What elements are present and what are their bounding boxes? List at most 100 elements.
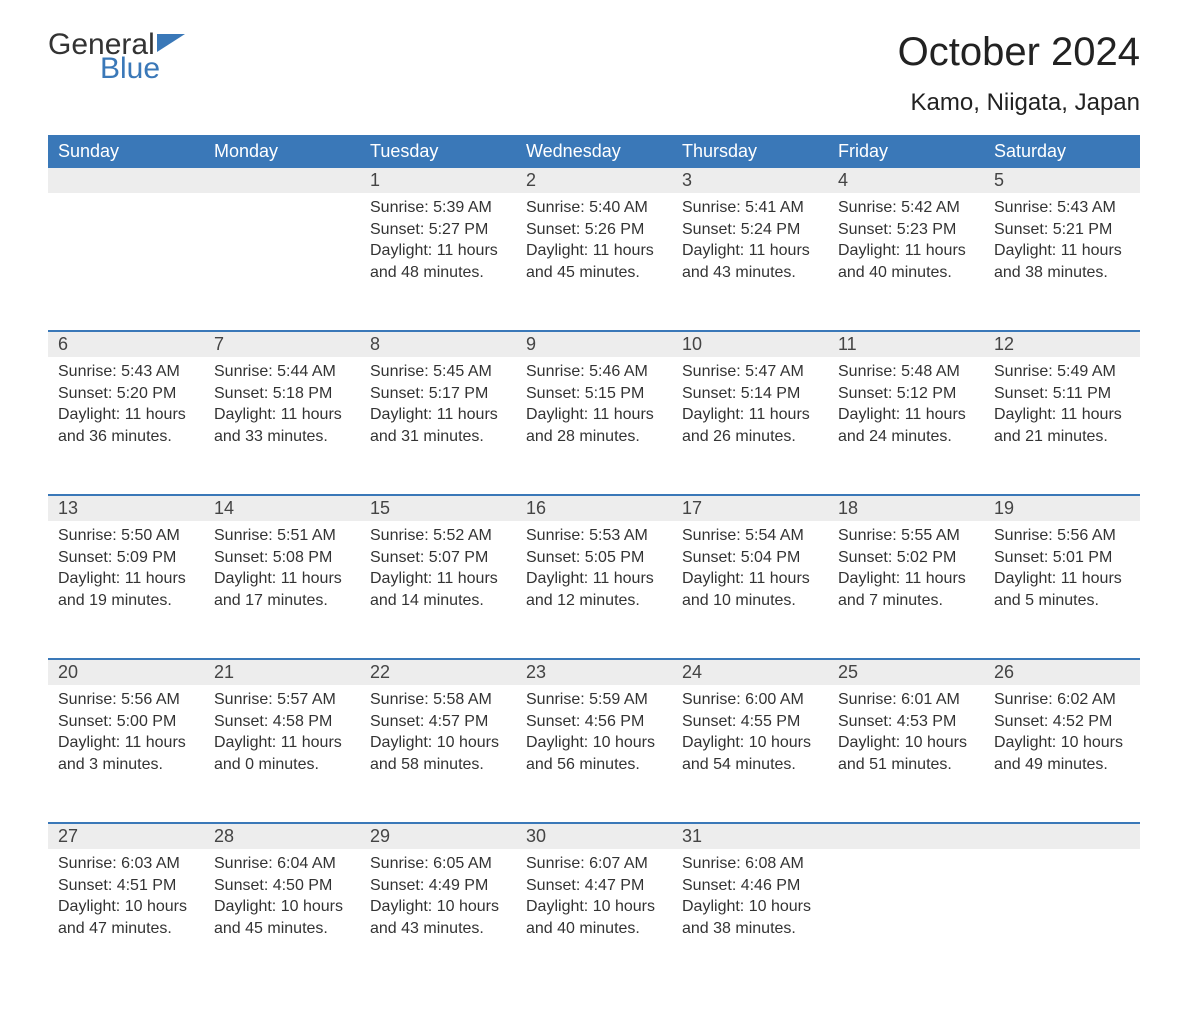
sunrise-text: Sunrise: 5:42 AM <box>838 197 974 219</box>
sunset-text: Sunset: 5:18 PM <box>214 383 350 405</box>
header: General Blue October 2024 Kamo, Niigata,… <box>48 30 1140 117</box>
day-content-cell: Sunrise: 5:39 AMSunset: 5:27 PMDaylight:… <box>360 193 516 331</box>
day-header-row: Sunday Monday Tuesday Wednesday Thursday… <box>48 135 1140 168</box>
logo: General Blue <box>48 30 187 84</box>
day-content-cell: Sunrise: 5:50 AMSunset: 5:09 PMDaylight:… <box>48 521 204 659</box>
sunset-text: Sunset: 5:23 PM <box>838 219 974 241</box>
day-content-row: Sunrise: 5:39 AMSunset: 5:27 PMDaylight:… <box>48 193 1140 331</box>
sunrise-text: Sunrise: 5:43 AM <box>58 361 194 383</box>
daylight-text: Daylight: 11 hours and 31 minutes. <box>370 404 506 447</box>
sunrise-text: Sunrise: 6:07 AM <box>526 853 662 875</box>
sunset-text: Sunset: 4:46 PM <box>682 875 818 897</box>
day-content-cell: Sunrise: 6:03 AMSunset: 4:51 PMDaylight:… <box>48 849 204 987</box>
day-number-cell: 2 <box>516 168 672 193</box>
day-number-cell: 22 <box>360 659 516 685</box>
day-header: Monday <box>204 135 360 168</box>
day-content-cell: Sunrise: 5:56 AMSunset: 5:00 PMDaylight:… <box>48 685 204 823</box>
day-number-cell: 8 <box>360 331 516 357</box>
sunrise-text: Sunrise: 5:45 AM <box>370 361 506 383</box>
day-content-cell: Sunrise: 5:58 AMSunset: 4:57 PMDaylight:… <box>360 685 516 823</box>
day-number-cell: 3 <box>672 168 828 193</box>
day-number-cell: 5 <box>984 168 1140 193</box>
daylight-text: Daylight: 11 hours and 33 minutes. <box>214 404 350 447</box>
day-content-cell: Sunrise: 6:00 AMSunset: 4:55 PMDaylight:… <box>672 685 828 823</box>
day-header: Saturday <box>984 135 1140 168</box>
day-number-cell: 12 <box>984 331 1140 357</box>
day-content-cell: Sunrise: 5:53 AMSunset: 5:05 PMDaylight:… <box>516 521 672 659</box>
day-number-cell: 19 <box>984 495 1140 521</box>
day-content-row: Sunrise: 5:56 AMSunset: 5:00 PMDaylight:… <box>48 685 1140 823</box>
day-number-cell: 26 <box>984 659 1140 685</box>
sunrise-text: Sunrise: 5:53 AM <box>526 525 662 547</box>
day-content-cell: Sunrise: 5:57 AMSunset: 4:58 PMDaylight:… <box>204 685 360 823</box>
day-number-cell: 28 <box>204 823 360 849</box>
sunset-text: Sunset: 4:52 PM <box>994 711 1130 733</box>
daylight-text: Daylight: 11 hours and 3 minutes. <box>58 732 194 775</box>
day-content-cell <box>828 849 984 987</box>
daylight-text: Daylight: 11 hours and 38 minutes. <box>994 240 1130 283</box>
day-content-cell: Sunrise: 6:02 AMSunset: 4:52 PMDaylight:… <box>984 685 1140 823</box>
day-content-cell: Sunrise: 5:45 AMSunset: 5:17 PMDaylight:… <box>360 357 516 495</box>
sunrise-text: Sunrise: 5:49 AM <box>994 361 1130 383</box>
day-number-cell <box>204 168 360 193</box>
sunset-text: Sunset: 4:55 PM <box>682 711 818 733</box>
day-content-cell: Sunrise: 6:05 AMSunset: 4:49 PMDaylight:… <box>360 849 516 987</box>
daylight-text: Daylight: 11 hours and 36 minutes. <box>58 404 194 447</box>
sunset-text: Sunset: 5:07 PM <box>370 547 506 569</box>
sunrise-text: Sunrise: 5:51 AM <box>214 525 350 547</box>
page-title: October 2024 <box>898 30 1140 75</box>
day-number-cell: 30 <box>516 823 672 849</box>
day-number-cell: 24 <box>672 659 828 685</box>
day-number-cell: 10 <box>672 331 828 357</box>
sunset-text: Sunset: 5:14 PM <box>682 383 818 405</box>
sunrise-text: Sunrise: 5:55 AM <box>838 525 974 547</box>
sunrise-text: Sunrise: 6:04 AM <box>214 853 350 875</box>
day-content-cell: Sunrise: 6:01 AMSunset: 4:53 PMDaylight:… <box>828 685 984 823</box>
daylight-text: Daylight: 11 hours and 26 minutes. <box>682 404 818 447</box>
sunset-text: Sunset: 5:27 PM <box>370 219 506 241</box>
day-content-row: Sunrise: 5:50 AMSunset: 5:09 PMDaylight:… <box>48 521 1140 659</box>
daylight-text: Daylight: 11 hours and 24 minutes. <box>838 404 974 447</box>
day-number-cell: 6 <box>48 331 204 357</box>
sunset-text: Sunset: 5:17 PM <box>370 383 506 405</box>
day-number-cell: 27 <box>48 823 204 849</box>
day-content-cell: Sunrise: 5:46 AMSunset: 5:15 PMDaylight:… <box>516 357 672 495</box>
day-number-cell: 18 <box>828 495 984 521</box>
day-number-row: 20212223242526 <box>48 659 1140 685</box>
daylight-text: Daylight: 10 hours and 56 minutes. <box>526 732 662 775</box>
location-label: Kamo, Niigata, Japan <box>898 89 1140 117</box>
daylight-text: Daylight: 11 hours and 40 minutes. <box>838 240 974 283</box>
sunset-text: Sunset: 4:58 PM <box>214 711 350 733</box>
sunset-text: Sunset: 4:49 PM <box>370 875 506 897</box>
day-content-cell: Sunrise: 6:04 AMSunset: 4:50 PMDaylight:… <box>204 849 360 987</box>
daylight-text: Daylight: 11 hours and 21 minutes. <box>994 404 1130 447</box>
day-content-cell <box>48 193 204 331</box>
sunset-text: Sunset: 5:12 PM <box>838 383 974 405</box>
day-content-cell <box>204 193 360 331</box>
sunset-text: Sunset: 5:02 PM <box>838 547 974 569</box>
day-content-row: Sunrise: 5:43 AMSunset: 5:20 PMDaylight:… <box>48 357 1140 495</box>
sunset-text: Sunset: 4:57 PM <box>370 711 506 733</box>
daylight-text: Daylight: 11 hours and 43 minutes. <box>682 240 818 283</box>
day-number-cell: 31 <box>672 823 828 849</box>
day-content-cell: Sunrise: 5:41 AMSunset: 5:24 PMDaylight:… <box>672 193 828 331</box>
day-number-row: 13141516171819 <box>48 495 1140 521</box>
day-header: Sunday <box>48 135 204 168</box>
logo-word2: Blue <box>48 54 187 84</box>
sunset-text: Sunset: 5:26 PM <box>526 219 662 241</box>
sunset-text: Sunset: 5:15 PM <box>526 383 662 405</box>
day-number-cell: 20 <box>48 659 204 685</box>
sunset-text: Sunset: 4:51 PM <box>58 875 194 897</box>
day-number-cell: 16 <box>516 495 672 521</box>
day-number-cell: 4 <box>828 168 984 193</box>
sunset-text: Sunset: 5:01 PM <box>994 547 1130 569</box>
daylight-text: Daylight: 11 hours and 14 minutes. <box>370 568 506 611</box>
daylight-text: Daylight: 11 hours and 45 minutes. <box>526 240 662 283</box>
sunrise-text: Sunrise: 5:41 AM <box>682 197 818 219</box>
day-content-cell: Sunrise: 5:43 AMSunset: 5:20 PMDaylight:… <box>48 357 204 495</box>
day-content-cell: Sunrise: 5:55 AMSunset: 5:02 PMDaylight:… <box>828 521 984 659</box>
day-content-cell: Sunrise: 6:08 AMSunset: 4:46 PMDaylight:… <box>672 849 828 987</box>
daylight-text: Daylight: 11 hours and 28 minutes. <box>526 404 662 447</box>
day-number-cell: 7 <box>204 331 360 357</box>
day-number-cell: 29 <box>360 823 516 849</box>
